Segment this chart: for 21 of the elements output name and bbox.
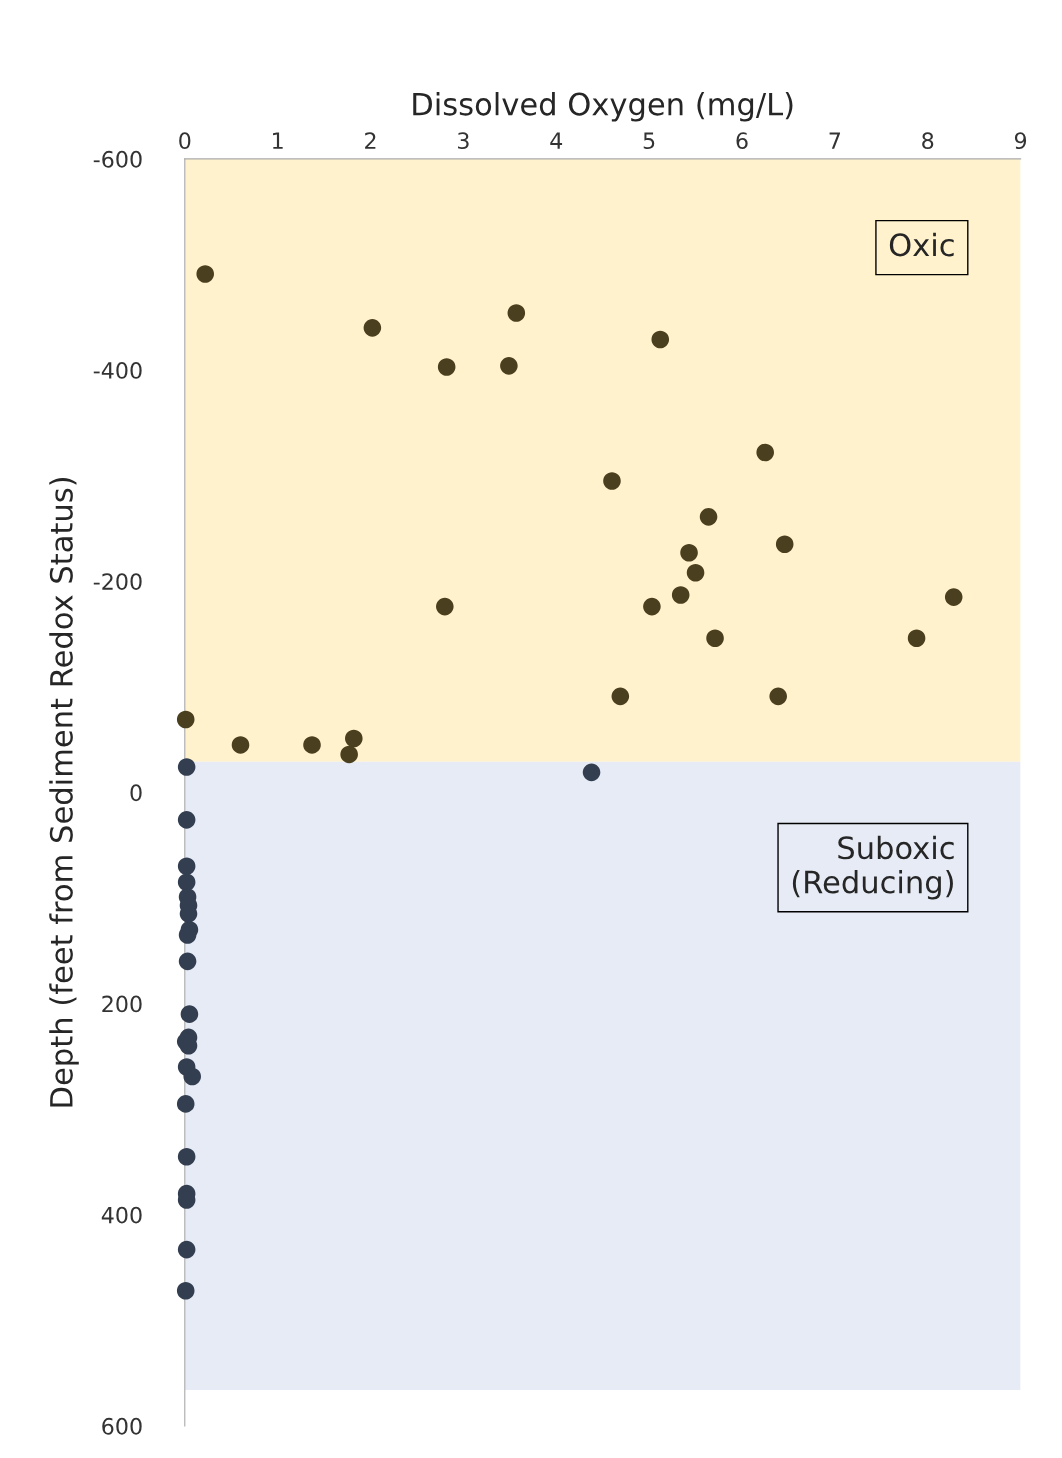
y-tick-label: -400 bbox=[93, 362, 142, 379]
x-tick-label: 9 bbox=[1014, 132, 1027, 150]
x-tick-label: 0 bbox=[179, 132, 191, 150]
x-tick-label: 4 bbox=[550, 132, 563, 149]
x-tick-label: 8 bbox=[922, 132, 934, 150]
band-label: Suboxic (Reducing) bbox=[792, 835, 954, 900]
band-label: Oxic bbox=[889, 232, 954, 257]
x-tick-label: 2 bbox=[365, 132, 376, 149]
y-tick-label: 200 bbox=[102, 995, 142, 1013]
x-tick-label: 7 bbox=[829, 132, 841, 149]
y-tick-label: 0 bbox=[130, 784, 142, 802]
y-tick-label: 400 bbox=[101, 1206, 142, 1224]
x-tick-label: 3 bbox=[458, 132, 469, 150]
x-tick-label: 1 bbox=[273, 132, 283, 149]
x-axis-title: Dissolved Oxygen (mg/L) bbox=[413, 91, 793, 122]
x-tick-label: 5 bbox=[643, 132, 655, 150]
y-tick-label: 600 bbox=[102, 1417, 142, 1435]
y-tick-label: -600 bbox=[93, 150, 142, 168]
y-tick-label: -200 bbox=[93, 573, 142, 591]
x-tick-label: 6 bbox=[736, 132, 748, 150]
y-axis-title: Depth (feet from Sediment Redox Status) bbox=[49, 477, 79, 1107]
